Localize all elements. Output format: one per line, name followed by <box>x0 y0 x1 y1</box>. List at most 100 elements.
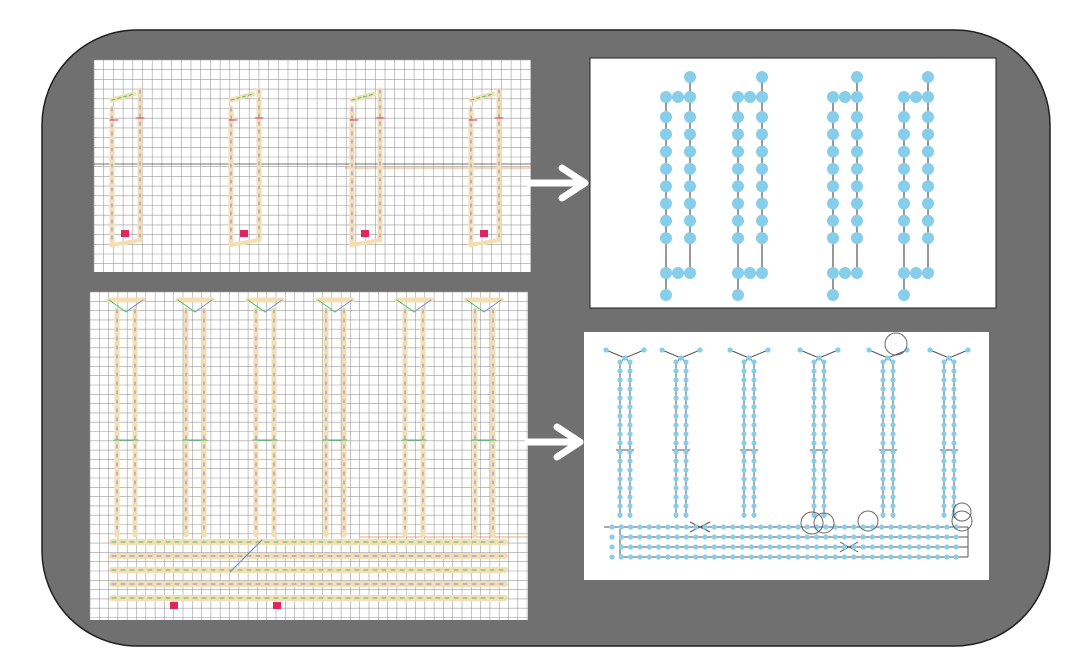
graph-node <box>953 544 959 550</box>
graph-node <box>732 91 744 103</box>
graph-node <box>851 91 863 103</box>
graph-node <box>898 197 910 210</box>
trace <box>317 299 336 313</box>
graph-node <box>673 395 679 401</box>
graph-node <box>890 377 896 383</box>
graph-node <box>673 422 679 428</box>
graph-node <box>827 214 839 227</box>
graph-node <box>811 458 817 464</box>
graph-node <box>618 544 624 550</box>
graph-node <box>898 128 910 141</box>
graph-node <box>711 554 717 560</box>
graph-node <box>767 544 773 550</box>
graph-node <box>922 145 934 158</box>
graph-node <box>951 449 957 455</box>
graph-node <box>684 128 696 141</box>
graph-node <box>702 544 708 550</box>
graph-node <box>821 476 827 482</box>
graph-node <box>811 377 817 383</box>
graph-node <box>811 359 817 365</box>
graph-node <box>890 431 896 437</box>
graph-node <box>941 422 947 428</box>
graph-node <box>953 554 959 560</box>
graph-node <box>951 503 957 509</box>
terminal-marker <box>273 602 281 609</box>
graph-node <box>860 534 866 540</box>
graph-node <box>627 494 633 500</box>
graph-node <box>821 413 827 419</box>
graph-node <box>890 494 896 500</box>
graph-node <box>866 347 872 353</box>
graph-node <box>941 404 947 410</box>
graph-node <box>827 145 839 158</box>
graph-node <box>965 347 971 353</box>
graph-node <box>739 544 745 550</box>
graph-node <box>673 494 679 500</box>
graph-node <box>655 534 662 540</box>
graph-node <box>711 544 717 550</box>
graph-node <box>655 524 662 530</box>
graph-node <box>888 534 894 540</box>
graph-node <box>741 458 747 464</box>
graph-node <box>751 359 757 365</box>
graph-node <box>897 544 903 550</box>
graph-node <box>751 440 757 446</box>
graph-node <box>890 476 896 482</box>
graph-node <box>941 359 947 365</box>
graph-node <box>823 534 829 540</box>
graph-node <box>890 404 896 410</box>
graph-node <box>890 512 896 518</box>
graph-node <box>880 494 886 500</box>
highlight-circle <box>884 332 908 356</box>
graph-node <box>841 534 848 540</box>
graph-node <box>922 111 934 123</box>
graph-node <box>646 524 652 530</box>
graph-edge <box>839 541 859 553</box>
trace <box>351 93 375 101</box>
graph-node <box>851 71 863 83</box>
graph-node <box>609 544 615 550</box>
graph-node <box>767 524 773 530</box>
graph-edge <box>729 349 750 359</box>
graph-node <box>851 544 857 550</box>
graph-node <box>776 544 783 550</box>
graph-node <box>684 91 696 103</box>
graph-node <box>627 368 633 374</box>
graph-node <box>617 467 623 473</box>
graph-node <box>739 524 745 530</box>
graph-node <box>683 524 690 530</box>
graph-node <box>951 377 957 383</box>
graph-node <box>617 422 623 428</box>
graph-node <box>821 512 827 518</box>
graph-node <box>617 413 623 419</box>
graph-node <box>888 554 894 560</box>
graph-node <box>674 534 680 540</box>
graph-node <box>646 554 652 560</box>
graph-node <box>811 404 817 410</box>
graph-node <box>885 355 891 361</box>
graph-node <box>627 386 633 392</box>
graph-node <box>683 386 689 392</box>
graph-node <box>951 458 957 464</box>
graph-node <box>617 368 623 374</box>
graph-node <box>898 267 910 279</box>
graph-node <box>925 534 931 540</box>
graph-node <box>898 180 910 193</box>
graph-node <box>922 71 934 83</box>
right-arrow-icon <box>524 423 584 461</box>
graph-node <box>683 413 689 419</box>
graph-node <box>732 145 744 158</box>
graph-node <box>816 355 822 361</box>
graph-node <box>944 524 950 530</box>
graph-node <box>821 368 827 374</box>
graph-node <box>609 534 615 540</box>
graph-top-panel <box>589 57 997 309</box>
highlight-circle <box>857 510 879 532</box>
graph-node <box>811 476 817 482</box>
graph-node <box>934 554 941 560</box>
graph-node <box>795 554 801 560</box>
graph-node <box>751 458 757 464</box>
graph-node <box>880 467 886 473</box>
graph-node <box>821 422 827 428</box>
